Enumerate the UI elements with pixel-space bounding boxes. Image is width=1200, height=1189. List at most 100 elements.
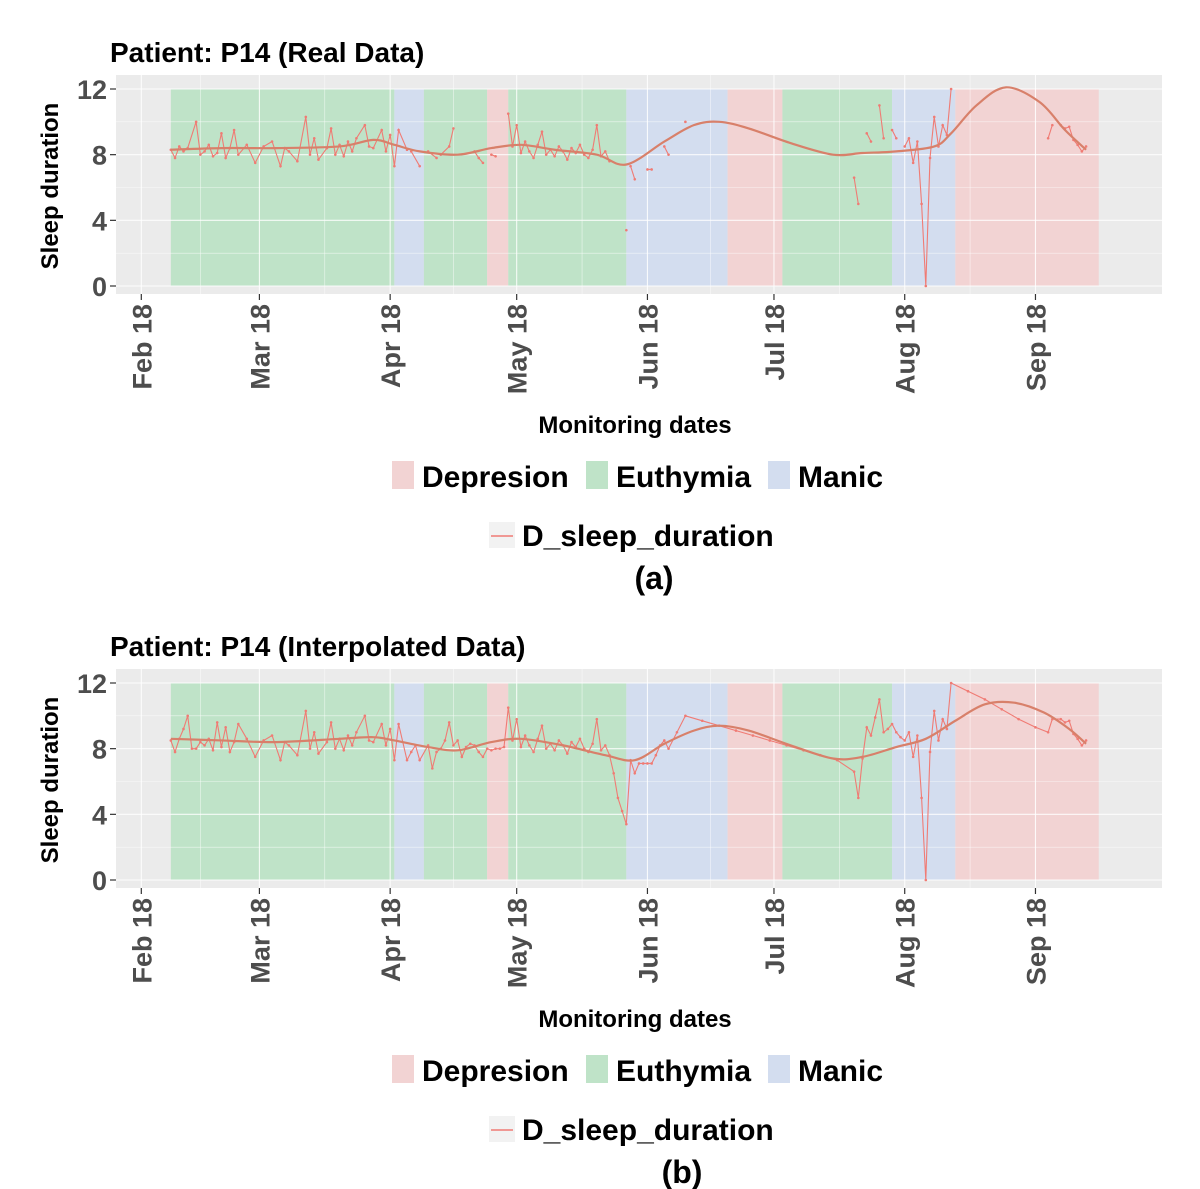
- y-tick-label: 0: [92, 272, 107, 302]
- data-point: [570, 146, 573, 150]
- y-tick-label: 4: [92, 206, 107, 236]
- chart-panel-real-data: Patient: P14 (Real Data) Sleep duration …: [37, 37, 1162, 596]
- chart-title: Patient: P14 (Real Data): [110, 37, 424, 68]
- data-point: [557, 145, 561, 148]
- y-tick-label: 8: [92, 735, 107, 765]
- data-point: [620, 809, 624, 813]
- data-point: [194, 120, 198, 124]
- data-point: [220, 132, 223, 135]
- data-point: [625, 822, 628, 826]
- data-point: [532, 750, 535, 754]
- data-point: [363, 714, 367, 718]
- data-point: [663, 145, 666, 148]
- data-point: [367, 739, 371, 742]
- data-point: [468, 742, 472, 746]
- x-tick-label: Aug 18: [891, 304, 921, 394]
- data-point: [312, 730, 316, 734]
- x-tick-label: Apr 18: [376, 304, 406, 388]
- y-tick-label: 12: [77, 75, 107, 105]
- data-point: [591, 742, 594, 746]
- data-point: [646, 762, 649, 765]
- data-point: [279, 164, 282, 168]
- data-point: [519, 745, 523, 749]
- data-point: [270, 140, 274, 143]
- data-point: [565, 158, 569, 161]
- data-point: [435, 156, 438, 160]
- data-point: [916, 734, 919, 737]
- data-point: [675, 730, 679, 734]
- data-point: [523, 734, 527, 737]
- data-point: [346, 734, 350, 737]
- data-point: [355, 730, 358, 734]
- data-point: [397, 722, 400, 726]
- data-point: [485, 747, 489, 750]
- data-point: [371, 146, 375, 150]
- y-axis-label: Sleep duration: [37, 103, 64, 270]
- data-point: [557, 739, 561, 742]
- data-point: [565, 752, 569, 755]
- chart-panel-interpolated-data: Patient: P14 (Interpolated Data) Sleep d…: [37, 631, 1162, 1189]
- data-point: [937, 739, 940, 742]
- data-point: [186, 714, 190, 718]
- data-point: [1084, 739, 1088, 742]
- data-point: [540, 724, 544, 727]
- data-point: [173, 156, 177, 160]
- smooth-trend-line: [170, 86, 1087, 166]
- data-point: [203, 744, 206, 747]
- data-point: [329, 721, 333, 724]
- data-point: [190, 747, 194, 750]
- legend-label-depresion: Depresion: [422, 1055, 569, 1088]
- x-tick-label: Sep 18: [1021, 898, 1051, 985]
- legend-swatch-manic: [768, 1055, 790, 1083]
- data-point: [869, 734, 873, 737]
- legend-swatch-depresion: [392, 461, 414, 489]
- chart-title: Patient: P14 (Interpolated Data): [110, 631, 525, 662]
- data-point: [616, 796, 620, 800]
- data-point: [506, 706, 510, 709]
- data-point: [334, 153, 337, 156]
- x-tick-label: Jun 18: [633, 898, 663, 984]
- x-axis-label: Monitoring dates: [538, 412, 731, 439]
- legend-key-line: [489, 1116, 515, 1142]
- data-point: [443, 739, 447, 742]
- data-point: [490, 749, 493, 752]
- series-line: [1047, 124, 1053, 139]
- data-point: [528, 150, 531, 153]
- x-tick-label: May 18: [503, 304, 533, 394]
- y-tick-label: 8: [92, 141, 107, 171]
- plot-area: [116, 669, 1162, 888]
- data-point: [857, 796, 860, 800]
- legend-label-series: D_sleep_duration: [522, 1114, 774, 1147]
- data-point: [481, 161, 485, 165]
- data-point: [1017, 717, 1020, 721]
- data-point: [650, 168, 653, 171]
- data-point: [903, 739, 907, 742]
- x-axis-label: Monitoring dates: [538, 1006, 731, 1033]
- data-point: [523, 140, 527, 143]
- data-point: [544, 153, 548, 156]
- data-point: [173, 750, 177, 754]
- data-point: [506, 112, 510, 115]
- data-point: [684, 714, 687, 718]
- series-line: [891, 129, 897, 139]
- data-point: [625, 228, 628, 232]
- data-point: [447, 721, 451, 724]
- legend-swatch-depresion: [392, 1055, 414, 1083]
- legend-label-manic: Manic: [798, 461, 883, 494]
- y-axis-label: Sleep duration: [37, 697, 64, 864]
- x-tick-label: Feb 18: [127, 304, 157, 390]
- data-point: [612, 771, 615, 775]
- data-point: [949, 681, 953, 685]
- data-point: [329, 127, 333, 130]
- data-point: [431, 767, 434, 770]
- data-point: [553, 155, 556, 158]
- data-point: [633, 177, 637, 181]
- data-point: [1067, 125, 1071, 129]
- data-point: [494, 747, 497, 750]
- data-point: [553, 749, 556, 752]
- data-point: [304, 709, 308, 713]
- data-point: [920, 796, 923, 800]
- data-point: [1063, 721, 1067, 724]
- data-point: [334, 747, 337, 750]
- legend-label-series: D_sleep_duration: [522, 520, 774, 553]
